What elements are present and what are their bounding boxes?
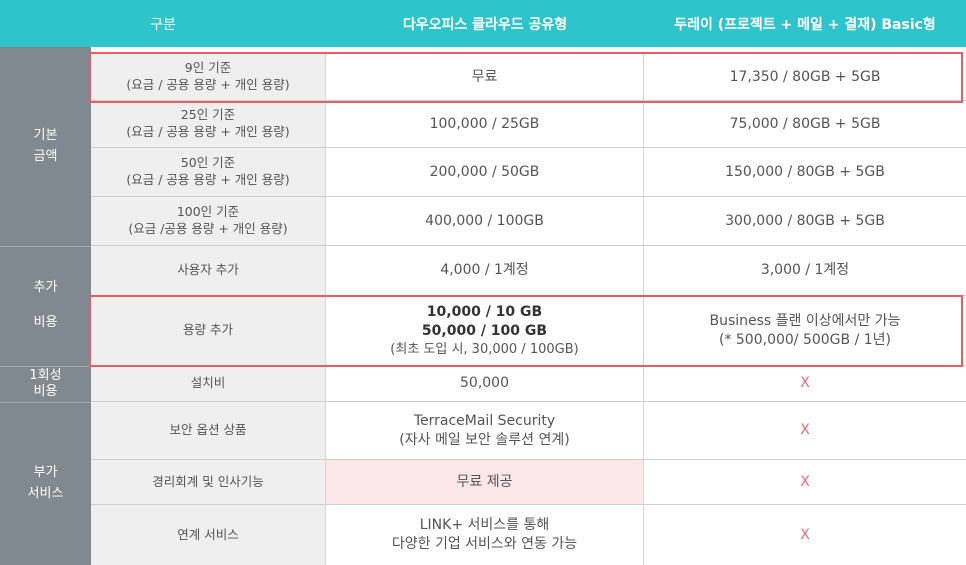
x-mark-icon: X bbox=[800, 422, 810, 439]
row-label-9: 9인 기준 (요금 / 공용 용량 + 개인 용량) bbox=[91, 54, 326, 101]
category-label: 금액 bbox=[33, 148, 58, 164]
category-label: 추가 bbox=[33, 280, 58, 296]
value-line: (* 500,000/ 500GB / 1년) bbox=[718, 331, 891, 348]
dooray-value-user-add: 3,000 / 1계정 bbox=[644, 246, 966, 296]
value-line: LINK+ 서비스를 통해 bbox=[419, 517, 550, 534]
dooray-value-100: 300,000 / 80GB + 5GB bbox=[644, 197, 966, 246]
label-line: 25인 기준 bbox=[180, 107, 236, 123]
category-divider bbox=[0, 246, 91, 247]
dooray-value-50: 150,000 / 80GB + 5GB bbox=[644, 148, 966, 197]
row-label-25: 25인 기준 (요금 / 공용 용량 + 개인 용량) bbox=[91, 101, 326, 148]
value-line: (자사 메일 보안 솔루션 연계) bbox=[399, 431, 570, 448]
value-line: 200,000 / 50GB bbox=[429, 163, 540, 180]
value-line: 75,000 / 80GB + 5GB bbox=[729, 115, 881, 132]
daou-value-accounting: 무료 제공 bbox=[326, 460, 644, 505]
label-line: 용량 추가 bbox=[183, 322, 233, 338]
value-line: 400,000 / 100GB bbox=[425, 212, 544, 229]
x-mark-icon: X bbox=[800, 473, 810, 490]
label-line: 9인 기준 bbox=[184, 60, 232, 76]
value-line: 4,000 / 1계정 bbox=[440, 262, 529, 279]
label-line: (요금 /공용 용량 + 개인 용량) bbox=[128, 221, 288, 236]
daou-value-25: 100,000 / 25GB bbox=[326, 101, 644, 148]
category-label: 1회성 bbox=[29, 367, 62, 383]
dooray-value-install: X bbox=[644, 366, 966, 402]
daou-value-user-add: 4,000 / 1계정 bbox=[326, 246, 644, 296]
row-label-user-add: 사용자 추가 bbox=[91, 246, 326, 296]
daou-value-install: 50,000 bbox=[326, 366, 644, 402]
value-line: 100,000 / 25GB bbox=[429, 115, 540, 132]
header-dooray: 두레이 (프로젝트 + 메일 + 결재) Basic형 bbox=[644, 0, 966, 47]
row-label-accounting: 경리회계 및 인사기능 bbox=[91, 460, 326, 505]
category-label: 비용 bbox=[33, 384, 58, 399]
daou-value-9: 무료 bbox=[326, 54, 644, 101]
value-line: 17,350 / 80GB + 5GB bbox=[729, 68, 881, 85]
value-line: 3,000 / 1계정 bbox=[760, 262, 850, 279]
value-line: 10,000 / 10 GB bbox=[426, 303, 543, 320]
value-line: 150,000 / 80GB + 5GB bbox=[725, 163, 885, 180]
label-line: 설치비 bbox=[190, 375, 226, 391]
daou-value-storage-add: 10,000 / 10 GB 50,000 / 100 GB (최초 도입 시,… bbox=[326, 296, 644, 366]
category-label: 부가 bbox=[33, 464, 58, 480]
daou-value-50: 200,000 / 50GB bbox=[326, 148, 644, 197]
value-line: 다양한 기업 서비스와 연동 가능 bbox=[391, 536, 578, 552]
label-line: 연계 서비스 bbox=[177, 526, 239, 542]
label-line: (요금 / 공용 용량 + 개인 용량) bbox=[126, 172, 290, 187]
daou-value-link: LINK+ 서비스를 통해 다양한 기업 서비스와 연동 가능 bbox=[326, 505, 644, 565]
dooray-value-security: X bbox=[644, 402, 966, 460]
dooray-value-link: X bbox=[644, 505, 966, 565]
value-line: 무료 제공 bbox=[456, 473, 513, 490]
category-onetime-cost: 1회성 비용 bbox=[0, 366, 91, 402]
daou-value-security: TerraceMail Security (자사 메일 보안 솔루션 연계) bbox=[326, 402, 644, 460]
category-basic-fee: 기본 금액 bbox=[0, 47, 91, 246]
header-category: 구분 bbox=[0, 0, 326, 47]
row-label-install: 설치비 bbox=[91, 366, 326, 402]
label-line: 사용자 추가 bbox=[177, 262, 239, 278]
label-line: 100인 기준 bbox=[176, 204, 240, 220]
row-label-100: 100인 기준 (요금 /공용 용량 + 개인 용량) bbox=[91, 197, 326, 246]
category-label: 기본 bbox=[33, 127, 58, 143]
category-divider bbox=[0, 402, 91, 403]
category-label: 서비스 bbox=[27, 485, 64, 501]
x-mark-icon: X bbox=[800, 526, 810, 543]
label-line: 경리회계 및 인사기능 bbox=[152, 473, 264, 489]
dooray-value-storage-add: Business 플랜 이상에서만 가능 (* 500,000/ 500GB /… bbox=[644, 296, 966, 366]
label-line: 보안 옵션 상품 bbox=[169, 422, 247, 438]
value-line: Business 플랜 이상에서만 가능 bbox=[709, 312, 901, 329]
dooray-value-accounting: X bbox=[644, 460, 966, 505]
daou-value-100: 400,000 / 100GB bbox=[326, 197, 644, 246]
label-line: 50인 기준 bbox=[180, 155, 236, 171]
x-mark-icon: X bbox=[800, 375, 810, 392]
category-divider bbox=[0, 366, 91, 367]
category-addon-service: 부가 서비스 bbox=[0, 402, 91, 565]
category-extra-cost: 추가 비용 bbox=[0, 246, 91, 366]
label-line: (요금 / 공용 용량 + 개인 용량) bbox=[126, 124, 290, 139]
value-line: 50,000 bbox=[460, 375, 509, 392]
value-line: 300,000 / 80GB + 5GB bbox=[725, 212, 885, 229]
row-label-security: 보안 옵션 상품 bbox=[91, 402, 326, 460]
row-label-50: 50인 기준 (요금 / 공용 용량 + 개인 용량) bbox=[91, 148, 326, 197]
header-daouoffice: 다우오피스 클라우드 공유형 bbox=[326, 0, 644, 47]
value-line: TerraceMail Security bbox=[413, 412, 556, 429]
row-label-link: 연계 서비스 bbox=[91, 505, 326, 565]
label-line: (요금 / 공용 용량 + 개인 용량) bbox=[126, 77, 290, 92]
value-line: (최초 도입 시, 30,000 / 100GB) bbox=[390, 341, 579, 357]
row-label-storage-add: 용량 추가 bbox=[91, 296, 326, 366]
category-label: 비용 bbox=[33, 315, 58, 330]
dooray-value-9: 17,350 / 80GB + 5GB bbox=[644, 54, 966, 101]
value-line: 50,000 / 100 GB bbox=[421, 322, 548, 339]
value-line: 무료 bbox=[471, 68, 498, 85]
dooray-value-25: 75,000 / 80GB + 5GB bbox=[644, 101, 966, 148]
